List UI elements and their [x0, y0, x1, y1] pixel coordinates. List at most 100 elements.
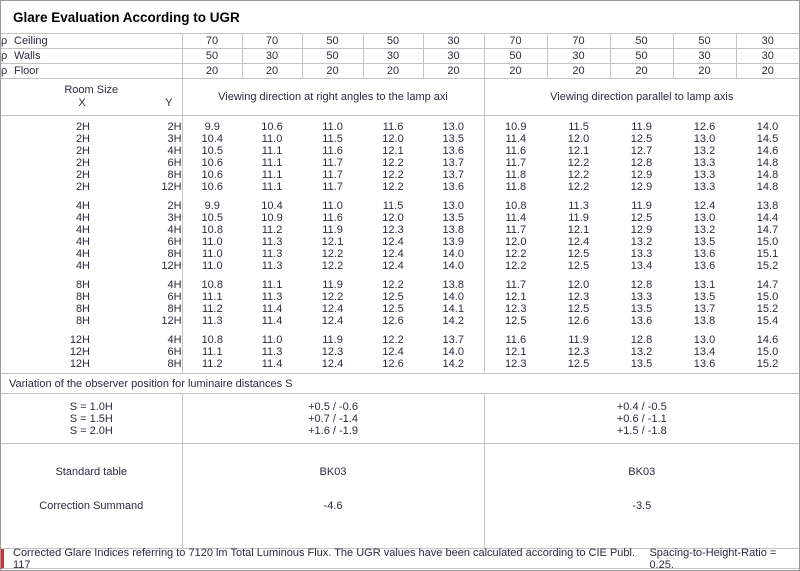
ugr-value: 11.9: [631, 200, 652, 212]
ugr-value: 15.0: [756, 291, 779, 303]
ugr-value: 11.9: [322, 224, 343, 236]
reflectance-value: 70: [241, 34, 303, 49]
reflectance-value: 20: [241, 63, 303, 79]
ugr-value: 11.1: [261, 145, 283, 157]
ugr-value: 12.2: [567, 181, 590, 193]
ugr-row: 12H 6H 11.1 11.3 12.3 12.4 14.0 12.1 12.3 13.2 13.…: [1, 346, 799, 358]
ugr-value: 12.0: [567, 133, 590, 145]
ugr-value: 13.2: [693, 145, 716, 157]
ugr-value: 12.5: [382, 291, 404, 303]
room-size-x: 2H: [75, 145, 90, 157]
ugr-value: 13.5: [693, 291, 716, 303]
ugr-value: 10.4: [181, 133, 243, 145]
ugr-value: 12.1: [483, 291, 548, 303]
ugr-value: 11.0: [261, 334, 283, 346]
ugr-value: 9.9: [181, 200, 243, 212]
reflectance-value: 50: [181, 48, 243, 64]
ugr-value: 12.2: [321, 260, 344, 272]
s-distance-label: S = 1.0H: [69, 401, 113, 413]
s-distance-left-value: +1.6 / -1.9: [308, 425, 358, 437]
ugr-value: 11.5: [322, 133, 343, 145]
ugr-value: 12.9: [630, 169, 653, 181]
spacer-row: [1, 370, 799, 374]
ugr-value: 12.4: [382, 346, 404, 358]
spacer-row: [1, 327, 799, 334]
ugr-value: 13.0: [693, 133, 716, 145]
ugr-value: 12.2: [483, 248, 548, 260]
ugr-row: 4H 6H 11.0 11.3 12.1 12.4 13.9 12.0 12.4 13.2 13.5…: [1, 236, 799, 248]
reflectance-value: 70: [483, 34, 548, 49]
ugr-value: 11.5: [382, 200, 404, 212]
ugr-value: 11.1: [261, 157, 283, 169]
ugr-value: 15.2: [756, 303, 779, 315]
ugr-value: 14.7: [756, 224, 779, 236]
ugr-value: 10.6: [181, 181, 243, 193]
ugr-value: 12.9: [630, 181, 653, 193]
ugr-value: 12.0: [483, 236, 548, 248]
ugr-value: 13.3: [630, 291, 653, 303]
reflectance-label: ρ Ceiling: [1, 34, 183, 49]
room-size-x: 8H: [75, 291, 90, 303]
ugr-value: 10.8: [483, 200, 548, 212]
room-size-x: 8H: [75, 315, 90, 327]
reflectance-value: 20: [301, 63, 364, 79]
ugr-value: 13.8: [442, 279, 464, 291]
ugr-value: 13.8: [442, 224, 464, 236]
ugr-value: 10.6: [181, 157, 243, 169]
room-size-y: 6H: [167, 236, 182, 248]
ugr-row: 8H 4H 10.8 11.1 11.9 12.2 13.8 11.7 12.0 12.8 13.1…: [1, 279, 799, 291]
room-size-x: 8H: [75, 303, 90, 315]
ugr-value: 13.3: [693, 169, 716, 181]
ugr-value: 13.1: [693, 279, 716, 291]
room-size-x: 2H: [75, 133, 90, 145]
ugr-value: 12.3: [483, 303, 548, 315]
room-size-y: 4H: [167, 279, 182, 291]
ugr-value: 12.4: [321, 358, 344, 370]
room-size-y: 6H: [167, 157, 182, 169]
ugr-value: 11.6: [322, 145, 343, 157]
ugr-value: 12.2: [382, 169, 404, 181]
ugr-value: 10.6: [261, 121, 283, 133]
ugr-value: 11.9: [322, 334, 343, 346]
ugr-value: 11.6: [382, 121, 404, 133]
ugr-row: 12H 8H 11.2 11.4 12.4 12.6 14.2 12.3 12.5 13.5 13.…: [1, 358, 799, 370]
ugr-value: 11.1: [181, 346, 243, 358]
ugr-value: 15.2: [756, 260, 779, 272]
ugr-value: 12.1: [483, 346, 548, 358]
ugr-value: 14.6: [756, 334, 779, 346]
ugr-value: 11.0: [181, 248, 243, 260]
ugr-value: 11.5: [568, 121, 589, 133]
ugr-value: 14.2: [442, 315, 464, 327]
rho-symbol: ρ: [1, 65, 8, 77]
ugr-value: 10.8: [181, 224, 243, 236]
ugr-value: 12.5: [483, 315, 548, 327]
ugr-value: 11.2: [261, 224, 283, 236]
ugr-row: 4H 12H 11.0 11.3 12.2 12.4 14.0 12.2 12.5 13.4 13.…: [1, 260, 799, 272]
s-distance-right-value: +0.6 / -1.1: [616, 413, 667, 425]
ugr-value: 11.3: [181, 315, 243, 327]
rho-symbol: ρ: [1, 50, 8, 62]
ugr-value: 11.6: [322, 212, 343, 224]
ugr-value: 14.0: [442, 346, 464, 358]
ugr-value: 12.5: [567, 260, 590, 272]
ugr-value: 9.9: [181, 121, 243, 133]
ugr-value: 12.2: [382, 334, 404, 346]
ugr-value: 14.7: [756, 279, 779, 291]
ugr-value: 11.8: [483, 181, 548, 193]
ugr-value: 11.7: [322, 169, 343, 181]
reflectance-value: 20: [483, 63, 548, 79]
s-distance-left-values: +0.5 / -0.6 +0.7 / -1.4 +1.6 / -1.9: [181, 393, 485, 444]
ugr-value: 12.7: [630, 145, 653, 157]
ugr-value: 13.5: [442, 133, 464, 145]
reflectance-value: 30: [546, 48, 611, 64]
reflectance-value: 50: [609, 34, 674, 49]
variation-caption-row: Variation of the observer position for l…: [1, 373, 799, 394]
ugr-value: 11.3: [261, 236, 283, 248]
room-size-y: 8H: [167, 248, 182, 260]
reflectance-value: 50: [301, 48, 364, 64]
reflectance-section: ρ Ceiling 70 70 50 50 30 70 70 50 50 30 ρ Walls 50 30 50…: [1, 34, 799, 79]
observer-distance-section: S = 1.0H S = 1.5H S = 2.0H +0.5 / -0.6 +0.7 …: [1, 393, 799, 444]
ugr-value: 13.6: [693, 248, 716, 260]
standard-correction-left: BK03 -4.6: [181, 443, 485, 549]
standard-table-left-value: BK03: [319, 466, 347, 478]
